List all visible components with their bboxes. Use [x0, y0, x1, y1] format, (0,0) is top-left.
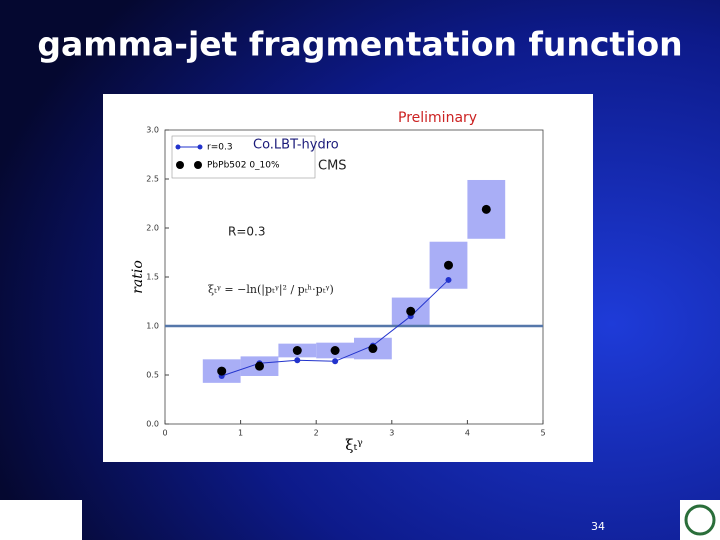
- legend-box: [171, 135, 316, 179]
- line-point: [294, 357, 301, 364]
- x-tick-label: 2: [314, 429, 319, 438]
- y-tick-label: 0.5: [146, 371, 159, 380]
- annotation: Co.LBT-hydro: [253, 138, 339, 153]
- data-point: [406, 306, 416, 316]
- data-point: [292, 346, 302, 355]
- x-axis-label: ξₜᵞ: [345, 436, 363, 454]
- y-tick-label: 1.5: [146, 273, 159, 282]
- legend-marker: [197, 144, 203, 150]
- annotation: CMS: [318, 159, 347, 174]
- x-tick-label: 0: [162, 429, 167, 438]
- data-point: [217, 366, 227, 376]
- data-point: [330, 346, 340, 355]
- logo-emblem: [684, 504, 716, 536]
- line-point: [332, 358, 339, 365]
- annotation: ξₜᵞ = −ln(|pₜᵞ|² / pₜʰ·pₜᵞ): [208, 283, 334, 297]
- data-point: [255, 361, 264, 371]
- x-tick-label: 5: [540, 429, 545, 438]
- y-tick-label: 1.0: [146, 322, 159, 331]
- page-number: 34: [591, 520, 605, 533]
- x-tick-label: 3: [389, 429, 394, 438]
- line-point: [445, 276, 452, 283]
- legend-marker: [175, 144, 181, 150]
- x-tick-label: 4: [465, 429, 470, 438]
- y-axis-label: ratio: [130, 260, 146, 294]
- y-tick-label: 2.0: [146, 224, 159, 233]
- data-point: [368, 344, 378, 354]
- annotation: Preliminary: [398, 110, 477, 126]
- logo-left: [0, 500, 82, 540]
- slide-title: gamma-jet fragmentation function: [37, 25, 682, 64]
- x-tick-label: 1: [238, 429, 243, 438]
- legend-marker: [194, 161, 202, 169]
- annotation: R=0.3: [228, 225, 265, 239]
- data-point: [444, 260, 453, 270]
- legend-label: r=0.3: [207, 143, 233, 153]
- legend-label: PbPb502 0_10%: [207, 161, 280, 171]
- y-tick-label: 2.5: [146, 175, 159, 184]
- data-point: [481, 204, 491, 214]
- y-tick-label: 0.0: [146, 420, 159, 429]
- legend-marker: [176, 161, 184, 169]
- y-tick-label: 3.0: [146, 126, 159, 135]
